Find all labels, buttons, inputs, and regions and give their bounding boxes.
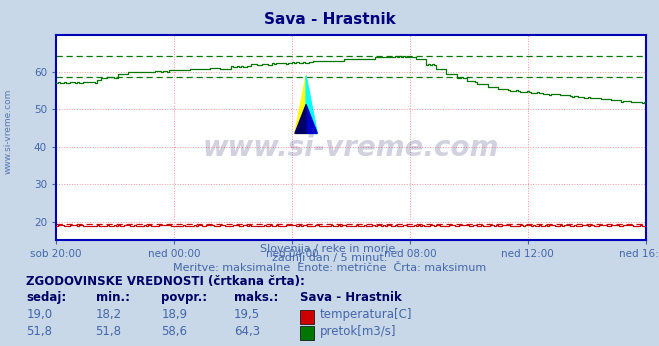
Text: povpr.:: povpr.: (161, 291, 208, 304)
Text: zadnji dan / 5 minut.: zadnji dan / 5 minut. (272, 253, 387, 263)
Text: www.si-vreme.com: www.si-vreme.com (203, 134, 499, 162)
Text: pretok[m3/s]: pretok[m3/s] (320, 325, 396, 338)
Text: 51,8: 51,8 (96, 325, 121, 338)
Text: Meritve: maksimalne  Enote: metrične  Črta: maksimum: Meritve: maksimalne Enote: metrične Črta… (173, 263, 486, 273)
Text: Sava - Hrastnik: Sava - Hrastnik (300, 291, 401, 304)
Text: Sava - Hrastnik: Sava - Hrastnik (264, 12, 395, 27)
Text: 19,0: 19,0 (26, 308, 53, 321)
Polygon shape (306, 76, 317, 134)
Text: www.si-vreme.com: www.si-vreme.com (3, 89, 13, 174)
Text: sedaj:: sedaj: (26, 291, 67, 304)
Text: 64,3: 64,3 (234, 325, 260, 338)
Text: Slovenija / reke in morje.: Slovenija / reke in morje. (260, 244, 399, 254)
Text: 51,8: 51,8 (26, 325, 52, 338)
Text: temperatura[C]: temperatura[C] (320, 308, 412, 321)
Text: 58,6: 58,6 (161, 325, 187, 338)
Text: min.:: min.: (96, 291, 130, 304)
Text: maks.:: maks.: (234, 291, 278, 304)
Text: 19,5: 19,5 (234, 308, 260, 321)
Polygon shape (295, 76, 306, 134)
Text: 18,2: 18,2 (96, 308, 122, 321)
Text: 18,9: 18,9 (161, 308, 188, 321)
Text: ZGODOVINSKE VREDNOSTI (črtkana črta):: ZGODOVINSKE VREDNOSTI (črtkana črta): (26, 275, 305, 288)
Polygon shape (306, 104, 317, 134)
Polygon shape (295, 104, 306, 134)
